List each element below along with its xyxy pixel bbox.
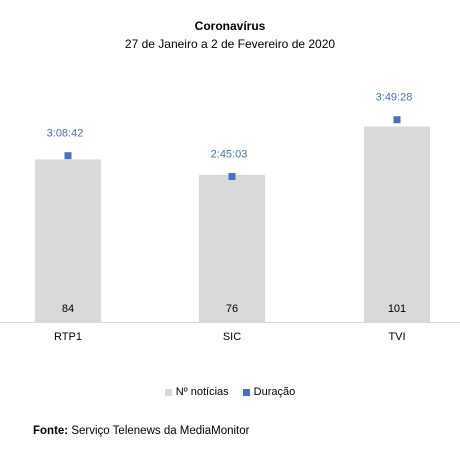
legend-label-news-count: Nº notícias — [175, 386, 229, 398]
legend-label-duration: Duração — [253, 386, 296, 398]
legend-swatch-bar — [164, 388, 172, 396]
bar-tvi — [364, 126, 430, 322]
source-label: Fonte: — [33, 425, 69, 437]
duration-marker-rtp1 — [64, 152, 72, 160]
duration-label: 2:45:03 — [211, 149, 248, 161]
source-note: Fonte: Serviço Telenews da MediaMonitor — [33, 425, 249, 437]
duration-marker-sic — [228, 173, 236, 181]
chart-legend: Nº notícias Duração — [0, 386, 460, 398]
duration-label: 3:08:42 — [47, 128, 84, 140]
bar-value-label: 101 — [388, 303, 406, 315]
legend-swatch-marker — [242, 388, 250, 396]
bar-sic — [199, 174, 265, 322]
bar-value-label: 84 — [62, 303, 74, 315]
legend-item-duration: Duração — [242, 386, 296, 398]
bar-rtp1 — [35, 159, 101, 322]
category-label: SIC — [223, 331, 241, 343]
source-text: Serviço Telenews da MediaMonitor — [71, 425, 250, 437]
chart-subtitle: 27 de Janeiro a 2 de Fevereiro de 2020 — [124, 37, 336, 51]
category-label: TVI — [388, 331, 405, 343]
category-label: RTP1 — [54, 331, 82, 343]
chart-title: Coronavírus — [194, 19, 266, 33]
duration-marker-tvi — [393, 116, 401, 124]
duration-label: 3:49:28 — [376, 92, 413, 104]
bar-value-label: 76 — [226, 303, 238, 315]
chart-plot: 84 3:08:42 RTP1 76 2:45:03 SIC 101 3:49:28 TVI — [0, 92, 460, 343]
legend-item-news-count: Nº notícias — [164, 386, 229, 398]
